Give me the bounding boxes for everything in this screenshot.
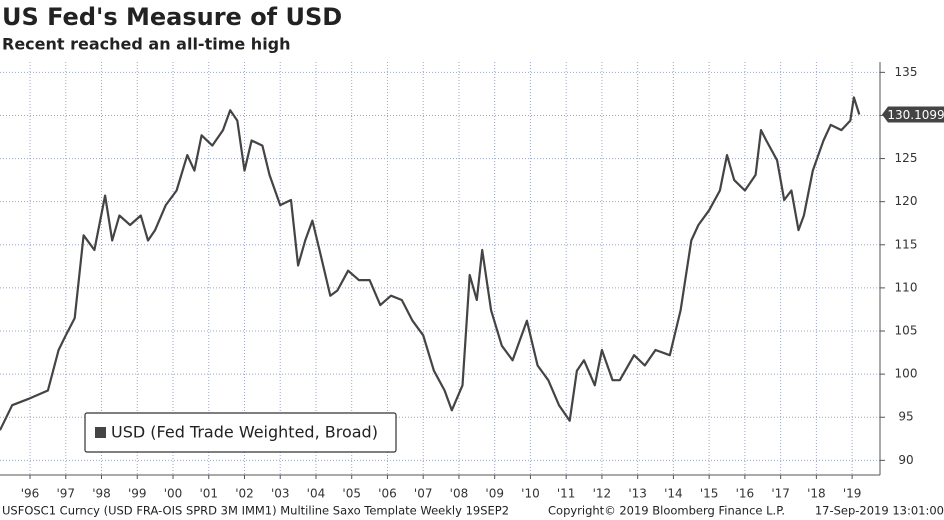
y-tick-label: 135 [895,65,918,79]
x-tick-label: '15 [700,487,719,501]
x-tick-label: '10 [521,487,540,501]
legend-swatch [95,427,106,438]
y-tick-label: 100 [895,367,918,381]
y-tick-label: 115 [895,237,918,251]
last-value-pointer [882,106,944,123]
x-tick-label: '02 [235,487,254,501]
last-value-label: 130.1099 [887,108,944,122]
x-tick-label: '18 [807,487,826,501]
y-tick-label: 90 [898,453,913,467]
chart-title: US Fed's Measure of USD [2,3,342,31]
x-tick-label: '14 [664,487,683,501]
x-tick-label: '97 [56,487,75,501]
data-line [0,96,861,431]
x-tick-label: '05 [342,487,361,501]
y-tick-label: 105 [895,324,918,338]
x-tick-label: '13 [628,487,647,501]
chart-subtitle: Recent reached an all-time high [2,35,291,54]
x-tick-label: '12 [593,487,612,501]
legend-label: USD (Fed Trade Weighted, Broad) [111,423,378,442]
x-tick-label: '19 [843,487,862,501]
x-tick-label: '99 [128,487,147,501]
x-tick-label: '07 [414,487,433,501]
y-tick-label: 110 [895,280,918,294]
footer-text: 17-Sep-2019 13:01:00 [815,504,944,518]
legend-box [84,412,397,453]
x-tick-label: '98 [92,487,111,501]
footer-text: USFOSC1 Curncy (USD FRA-OIS SPRD 3M IMM1… [2,504,509,518]
x-tick-label: '04 [307,487,326,501]
footer-text: Copyright© 2019 Bloomberg Finance L.P. [548,504,785,518]
y-tick-label: 95 [898,410,913,424]
x-tick-label: '17 [771,487,790,501]
y-tick-label: 120 [895,194,918,208]
x-tick-label: '16 [736,487,755,501]
x-tick-label: '11 [557,487,576,501]
plot-area [0,62,880,475]
x-tick-label: '09 [485,487,504,501]
x-tick-label: '03 [271,487,290,501]
x-tick-label: '08 [450,487,469,501]
x-tick-label: '00 [164,487,183,501]
y-tick-label: 125 [895,151,918,165]
x-tick-label: '96 [21,487,40,501]
legend: USD (Fed Trade Weighted, Broad) [84,412,397,453]
x-tick-label: '06 [378,487,397,501]
x-tick-label: '01 [199,487,218,501]
